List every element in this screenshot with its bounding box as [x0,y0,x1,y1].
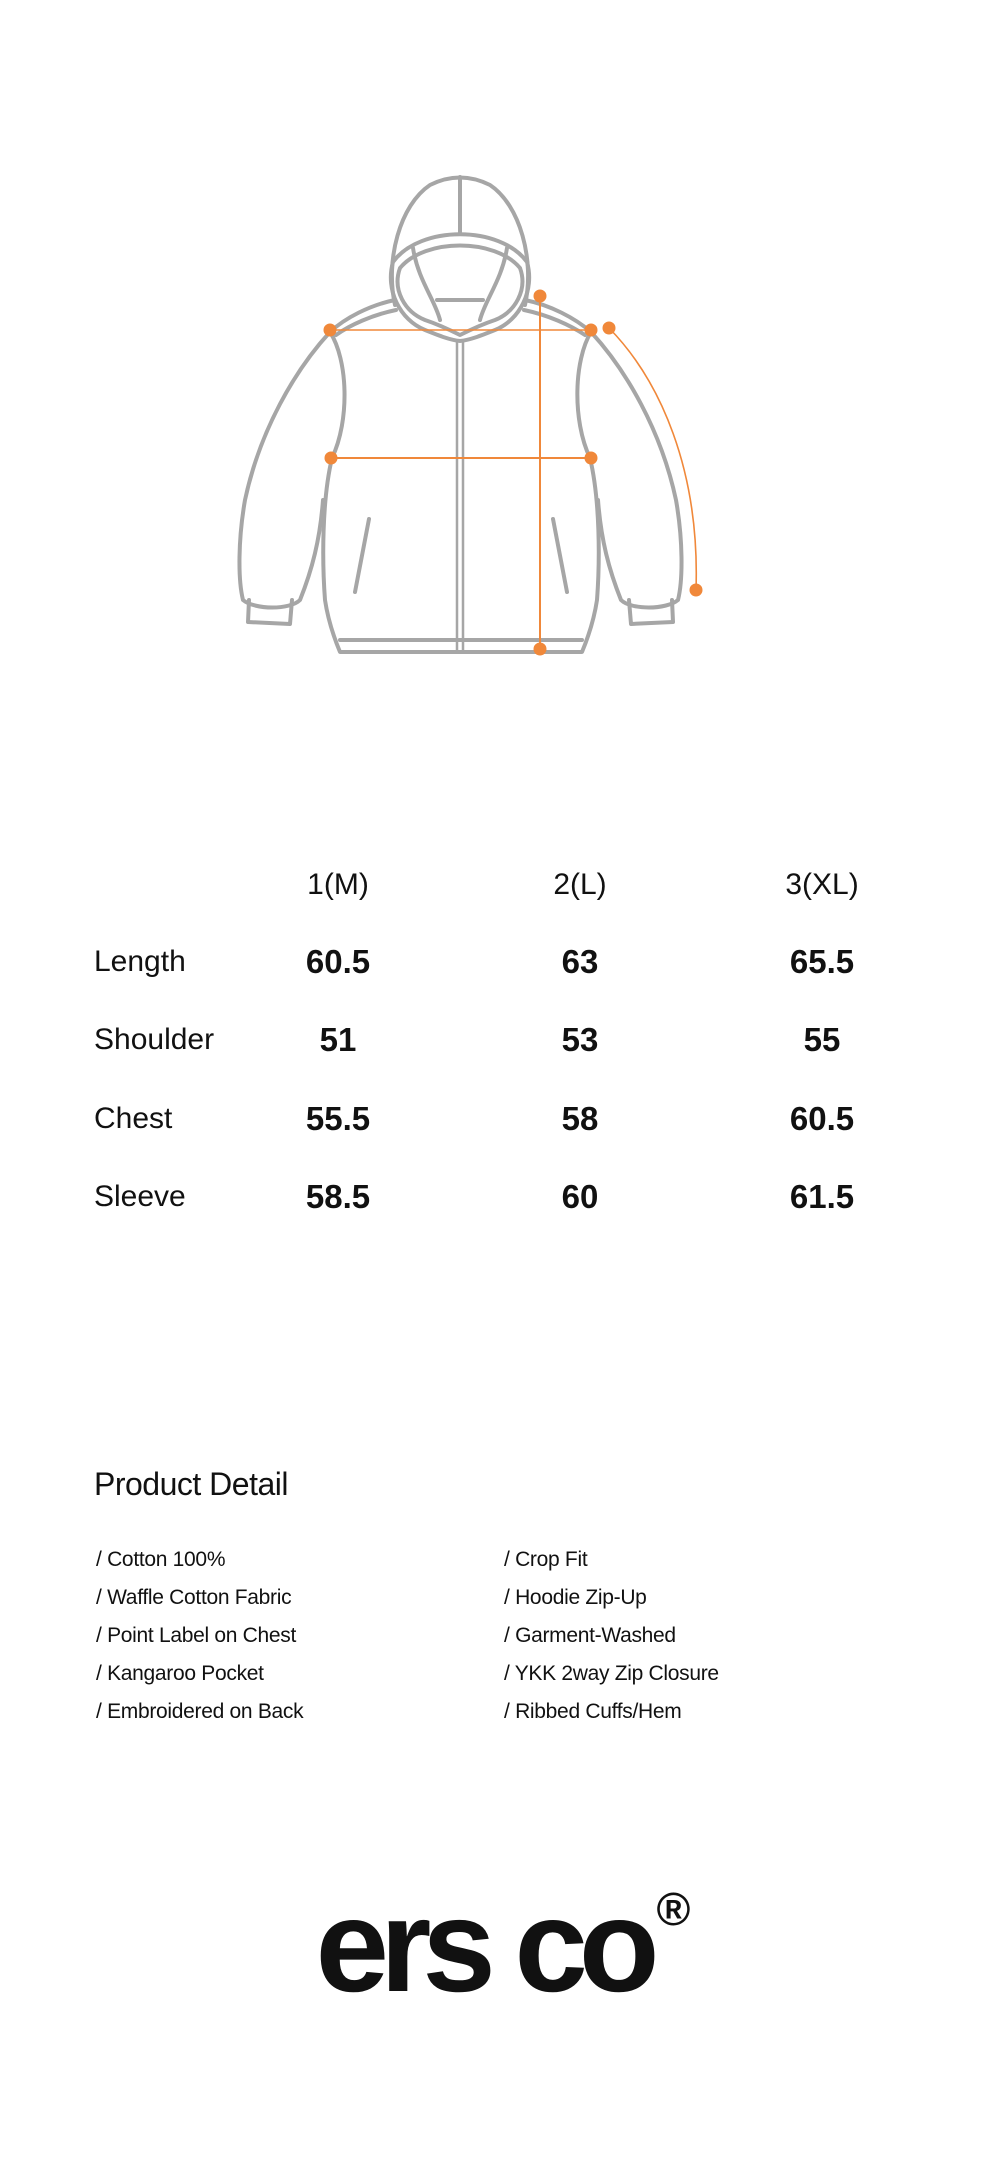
list-item: / Crop Fit [504,1548,588,1571]
table-cell: 63 [561,943,599,980]
logo-text: ers co [315,1872,660,2019]
row-label: Length [94,945,186,978]
list-item: / Ribbed Cuffs/Hem [504,1700,682,1723]
list-item: / Cotton 100% [96,1548,226,1571]
row-label: Chest [94,1102,173,1135]
list-item: / YKK 2way Zip Closure [504,1662,719,1685]
table-cell: 61.5 [789,1178,855,1215]
measurement-lines [323,289,703,656]
table-cell: 60 [561,1178,599,1215]
table-cell: 60.5 [305,943,371,980]
hoodie-outline [237,175,684,654]
table-cell: 60.5 [789,1100,855,1137]
table-cell: 51 [319,1021,357,1058]
list-item: / Waffle Cotton Fabric [96,1586,292,1609]
column-header: 1(M) [307,868,369,901]
column-header: 2(L) [553,868,607,901]
table-cell: 58.5 [305,1178,371,1215]
sleeve-line [608,327,698,591]
hoodie-measurement-diagram [237,175,703,656]
table-cell: 58 [561,1100,599,1137]
list-item: / Embroidered on Back [96,1700,304,1723]
registered-mark: ® [656,1883,691,1935]
row-label: Sleeve [94,1180,186,1213]
column-header: 3(XL) [785,868,859,901]
row-label: Shoulder [94,1023,215,1056]
list-item: / Kangaroo Pocket [96,1662,264,1685]
table-cell: 65.5 [789,943,855,980]
table-cell: 55 [803,1021,841,1058]
table-cell: 53 [561,1021,599,1058]
product-detail-title: Product Detail [94,1466,288,1502]
list-item: / Garment-Washed [504,1624,676,1647]
table-cell: 55.5 [305,1100,371,1137]
list-item: / Point Label on Chest [96,1624,297,1647]
brand-logo: ers co ® [0,1880,1000,2012]
list-item: / Hoodie Zip-Up [504,1586,647,1609]
